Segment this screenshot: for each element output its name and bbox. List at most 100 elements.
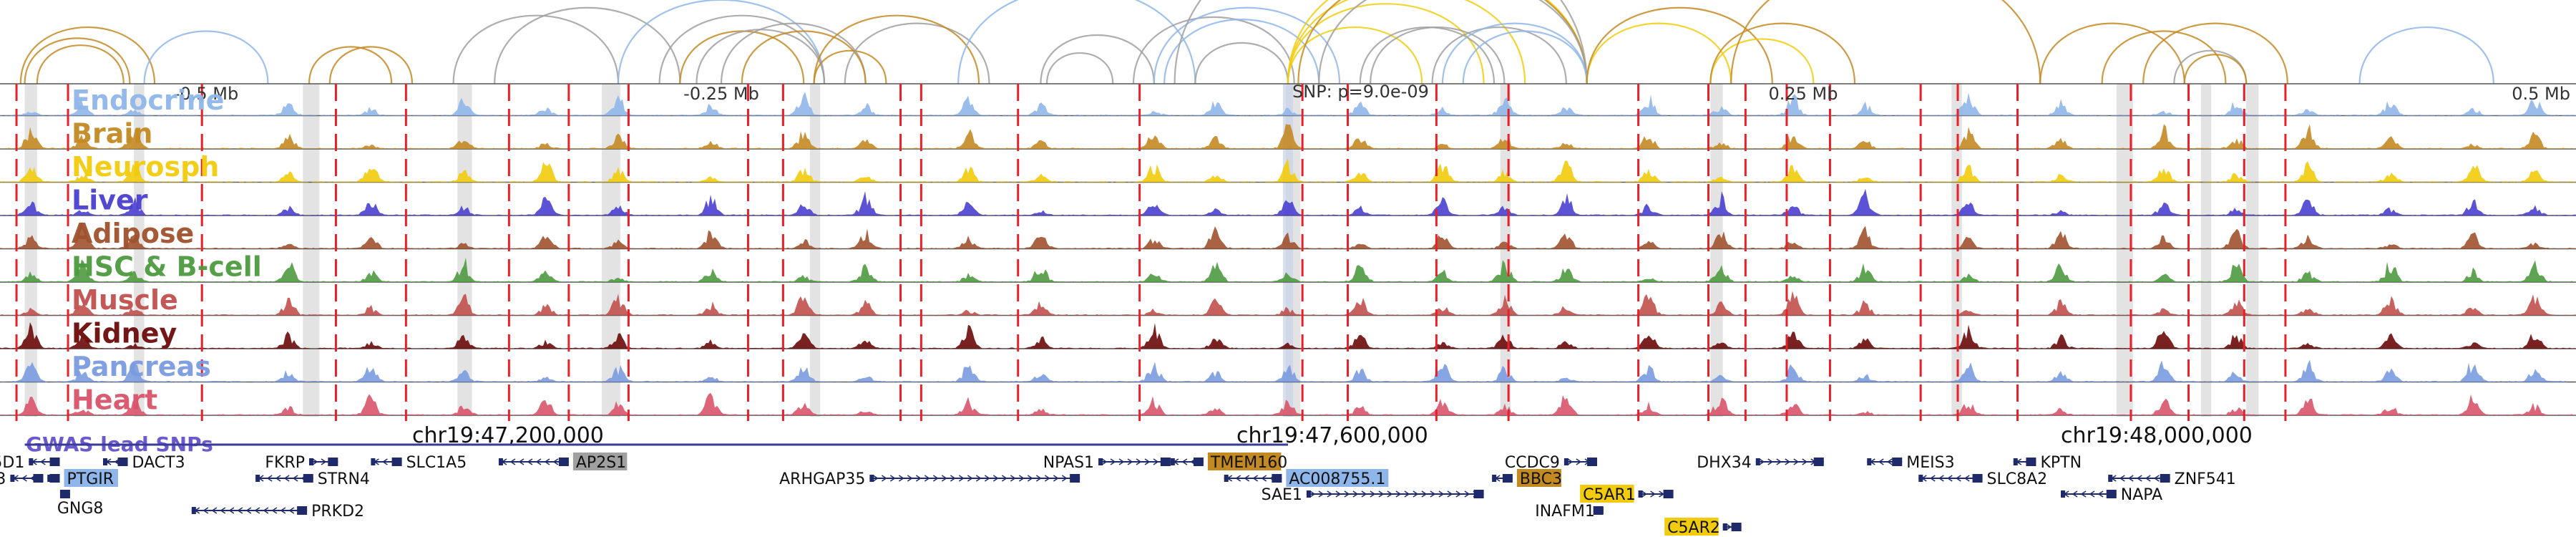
gray-band	[2246, 84, 2259, 417]
interaction-arc	[1297, 0, 1588, 84]
gray-band	[457, 84, 472, 417]
strand-arrow	[872, 475, 879, 482]
strand-arrow	[1464, 490, 1470, 498]
top-axis: -0.5 Mb -0.25 Mb 0.25 Mb 0.5 Mb SNP: p=9.0e-…	[174, 82, 2570, 104]
strand-arrow	[1153, 458, 1159, 465]
signal-area	[0, 257, 2576, 282]
strand-arrow	[211, 507, 218, 514]
interaction-arc	[1040, 34, 1155, 84]
gene-label: CCDC9	[1505, 454, 1560, 472]
gene-label: PPP5D1	[0, 454, 24, 472]
gene-label: DHX34	[1697, 454, 1752, 472]
strand-arrow	[1430, 490, 1436, 498]
strand-arrow	[39, 458, 46, 465]
gene-highlight	[1207, 453, 1282, 470]
signal-area	[0, 221, 2576, 249]
strand-arrow	[263, 507, 269, 514]
strand-arrow	[1878, 458, 1884, 465]
exon-block	[1170, 458, 1175, 465]
track-label: Kidney	[72, 318, 177, 349]
strand-arrow	[1127, 458, 1133, 465]
interaction-arc	[1132, 16, 1295, 84]
strand-arrow	[1455, 490, 1462, 498]
exon-block	[29, 458, 34, 465]
strand-arrow	[2119, 475, 2125, 482]
axis-tick-label: 0.5 Mb	[2512, 84, 2570, 104]
track-label: Pancreas	[72, 351, 211, 382]
strand-arrow	[527, 458, 533, 465]
interaction-arc	[143, 30, 269, 84]
gene-label: C5AR1	[1583, 486, 1636, 504]
strand-arrow	[1567, 458, 1574, 465]
strand-arrow	[1886, 458, 1893, 465]
exon-block	[33, 474, 44, 483]
strand-arrow	[1802, 458, 1808, 465]
exon-block	[1563, 458, 1568, 465]
gray-band	[303, 84, 320, 417]
exon-block	[297, 506, 308, 515]
exon-block	[1731, 523, 1742, 531]
signal-tracks	[0, 83, 2576, 416]
gene-label: FKRP	[265, 454, 305, 472]
strand-arrow	[1352, 490, 1359, 498]
exon-block	[255, 475, 260, 482]
strand-arrow	[1261, 475, 1267, 482]
exon-block	[1918, 475, 1923, 482]
strand-arrow	[2127, 475, 2134, 482]
strand-arrow	[1938, 475, 1944, 482]
strand-arrow	[1053, 475, 1059, 482]
gene-highlight	[1286, 469, 1389, 487]
strand-arrow	[266, 475, 273, 482]
gene-label: SLC1A5	[406, 454, 467, 472]
interaction-arc	[1318, 0, 1588, 84]
strand-arrow	[254, 507, 260, 514]
signal-area	[0, 359, 2576, 382]
strand-arrow	[283, 475, 290, 482]
strand-arrow	[1793, 458, 1800, 465]
interaction-arc	[308, 46, 393, 84]
gene-label: NPAS1	[1043, 454, 1094, 472]
signal-area	[0, 92, 2576, 116]
interaction-arc	[813, 14, 980, 84]
strand-arrow	[1576, 458, 1582, 465]
interaction-arc	[2039, 22, 2185, 84]
strand-arrow	[1309, 490, 1316, 498]
interaction-arc	[1441, 22, 1588, 84]
strand-arrow	[2136, 475, 2142, 482]
strand-arrow	[941, 475, 947, 482]
exon-block	[2026, 458, 2036, 466]
interaction-arc	[844, 22, 990, 84]
strand-arrow	[992, 475, 999, 482]
interaction-arc	[1709, 22, 1856, 84]
interaction-arc	[1287, 0, 1526, 84]
signal-area	[0, 321, 2576, 349]
exon-block	[2106, 490, 2117, 498]
strand-arrow	[1244, 475, 1250, 482]
interaction-arc	[1153, 6, 1341, 84]
strand-arrow	[544, 458, 550, 465]
gray-band	[809, 84, 821, 417]
gene-label: TMEM160	[1210, 454, 1287, 472]
snp-label: SNP: p=9.0e-09	[1292, 82, 1429, 102]
exon-block	[103, 458, 107, 465]
track-label: Neurosph	[72, 151, 219, 183]
interaction-arc	[1287, 3, 1485, 84]
gene-label: GNG8	[57, 500, 104, 518]
gene-label: NAPA	[2121, 486, 2162, 504]
strand-arrow	[1447, 490, 1453, 498]
interaction-arc	[741, 30, 867, 84]
coordinate-label: chr19:48,000,000	[2061, 423, 2253, 448]
strand-arrow	[509, 458, 516, 465]
strand-arrow	[518, 458, 525, 465]
strand-arrow	[203, 507, 209, 514]
strand-arrow	[1318, 490, 1324, 498]
interaction-arc	[2358, 26, 2494, 84]
strand-arrow	[967, 475, 973, 482]
strand-arrow	[907, 475, 913, 482]
strand-arrow	[1118, 458, 1125, 465]
track-label: Muscle	[72, 284, 178, 316]
gene-label: SLC8A2	[1987, 470, 2048, 488]
interaction-arc	[1730, 0, 2041, 84]
